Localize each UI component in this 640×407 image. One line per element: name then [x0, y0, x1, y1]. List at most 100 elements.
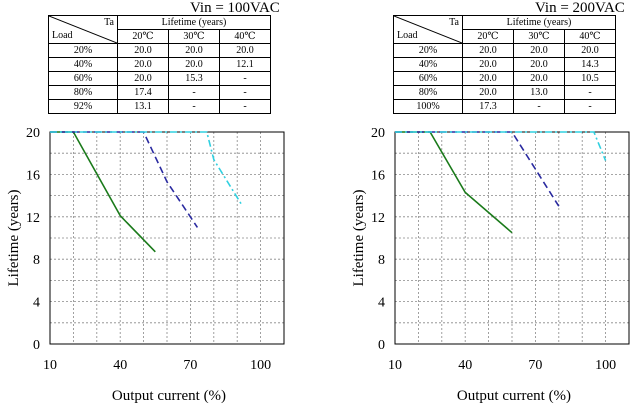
table-header: Lifetime (years)	[462, 15, 616, 30]
table-row: 80% 20.0 13.0 -	[393, 85, 616, 100]
lifetime-table: Ta Load Lifetime (years) 20℃ 30℃ 40℃ 20%…	[48, 15, 271, 114]
temp-header: 30℃	[513, 29, 565, 44]
y-tick-label: 12	[26, 211, 40, 226]
value-cell: 15.3	[168, 71, 220, 86]
load-cell: 40%	[48, 57, 118, 72]
y-axis-label: Lifetime (years)	[351, 189, 367, 286]
lifetime-chart-200vac: 0 4 8 12 16 20 10 40 70 100 Output current (%) Life…	[351, 126, 630, 404]
temp-header: 40℃	[219, 29, 271, 44]
value-cell: 17.4	[117, 85, 169, 100]
x-tick-label: 10	[43, 358, 57, 373]
value-cell: 20.0	[462, 57, 514, 72]
vin-label: Vin = 100VAC	[190, 0, 280, 16]
vin-label: Vin = 200VAC	[535, 0, 625, 16]
x-tick-label: 10	[388, 358, 402, 373]
series-line-2	[395, 131, 560, 207]
value-cell: 20.0	[117, 57, 169, 72]
x-tick-label: 70	[528, 358, 542, 373]
value-cell: 20.0	[513, 57, 565, 72]
table-row: 60% 20.0 15.3 -	[48, 71, 271, 86]
value-cell: 20.0	[117, 71, 169, 86]
series-line-3	[50, 131, 243, 206]
table-row: 92% 13.1 - -	[48, 99, 271, 114]
table-row: 60% 20.0 20.0 10.5	[393, 71, 616, 86]
value-cell: 20.0	[513, 71, 565, 86]
table-corner: Ta Load	[48, 15, 118, 44]
y-tick-label: 20	[371, 126, 385, 141]
table-row: 20% 20.0 20.0 20.0	[393, 43, 616, 58]
value-cell: -	[564, 85, 616, 100]
y-axis-label: Lifetime (years)	[6, 189, 22, 286]
load-cell: 92%	[48, 99, 118, 114]
table-row: 80% 17.4 - -	[48, 85, 271, 100]
series-line-3	[395, 131, 607, 161]
value-cell: 20.0	[219, 43, 271, 58]
y-tick-label: 4	[33, 296, 40, 311]
x-axis-label: Output current (%)	[112, 388, 226, 404]
load-cell: 60%	[48, 71, 118, 86]
value-cell: -	[513, 99, 565, 114]
load-cell: 20%	[393, 43, 463, 58]
table-row: 100% 17.3 - -	[393, 99, 616, 114]
value-cell: 20.0	[168, 43, 220, 58]
y-tick-label: 0	[33, 338, 40, 353]
value-cell: 14.3	[564, 57, 616, 72]
value-cell: 10.5	[564, 71, 616, 86]
value-cell: 17.3	[462, 99, 514, 114]
value-cell: -	[168, 99, 220, 114]
corner-load: Load	[397, 30, 418, 41]
value-cell: -	[564, 99, 616, 114]
series-line-1	[50, 131, 156, 253]
value-cell: 20.0	[564, 43, 616, 58]
value-cell: 20.0	[462, 71, 514, 86]
y-tick-label: 4	[378, 296, 385, 311]
lifetime-table: Ta Load Lifetime (years) 20℃ 30℃ 40℃ 20%…	[393, 15, 616, 114]
load-cell: 20%	[48, 43, 118, 58]
lifetime-chart-100vac: 0 4 8 12 16 20 10 40 70 100 Output current (%) Life…	[6, 126, 285, 404]
y-tick-label: 8	[33, 253, 40, 268]
load-cell: 80%	[393, 85, 463, 100]
panel-200vac: Vin = 200VAC Ta Load Lifetime (years) 20…	[345, 0, 640, 407]
corner-ta: Ta	[449, 17, 459, 28]
table-row: 40% 20.0 20.0 12.1	[48, 57, 271, 72]
x-tick-label: 70	[183, 358, 197, 373]
temp-header: 30℃	[168, 29, 220, 44]
table-row: 40% 20.0 20.0 14.3	[393, 57, 616, 72]
temp-header: 20℃	[117, 29, 169, 44]
load-cell: 100%	[393, 99, 463, 114]
y-tick-label: 16	[26, 168, 40, 183]
value-cell: 13.1	[117, 99, 169, 114]
temp-header: 20℃	[462, 29, 514, 44]
value-cell: 12.1	[219, 57, 271, 72]
corner-ta: Ta	[104, 17, 114, 28]
load-cell: 60%	[393, 71, 463, 86]
table-header: Lifetime (years)	[117, 15, 271, 30]
table-corner: Ta Load	[393, 15, 463, 44]
value-cell: 20.0	[513, 43, 565, 58]
value-cell: 20.0	[462, 85, 514, 100]
value-cell: 20.0	[462, 43, 514, 58]
value-cell: 20.0	[117, 43, 169, 58]
series-line-1	[395, 131, 513, 234]
value-cell: -	[219, 71, 271, 86]
series-line-2	[50, 131, 199, 228]
x-tick-label: 40	[458, 358, 472, 373]
load-cell: 80%	[48, 85, 118, 100]
temp-header: 40℃	[564, 29, 616, 44]
table-row: 20% 20.0 20.0 20.0	[48, 43, 271, 58]
x-tick-label: 100	[595, 358, 616, 373]
y-tick-label: 16	[371, 168, 385, 183]
y-tick-label: 12	[371, 211, 385, 226]
x-axis-label: Output current (%)	[457, 388, 571, 404]
x-tick-label: 100	[250, 358, 271, 373]
y-tick-label: 20	[26, 126, 40, 141]
y-tick-label: 8	[378, 253, 385, 268]
value-cell: 13.0	[513, 85, 565, 100]
value-cell: 20.0	[168, 57, 220, 72]
x-tick-label: 40	[113, 358, 127, 373]
panel-100vac: Vin = 100VAC Ta Load Lifetime (years) 20…	[6, 0, 285, 404]
y-tick-label: 0	[378, 338, 385, 353]
value-cell: -	[168, 85, 220, 100]
value-cell: -	[219, 85, 271, 100]
value-cell: -	[219, 99, 271, 114]
